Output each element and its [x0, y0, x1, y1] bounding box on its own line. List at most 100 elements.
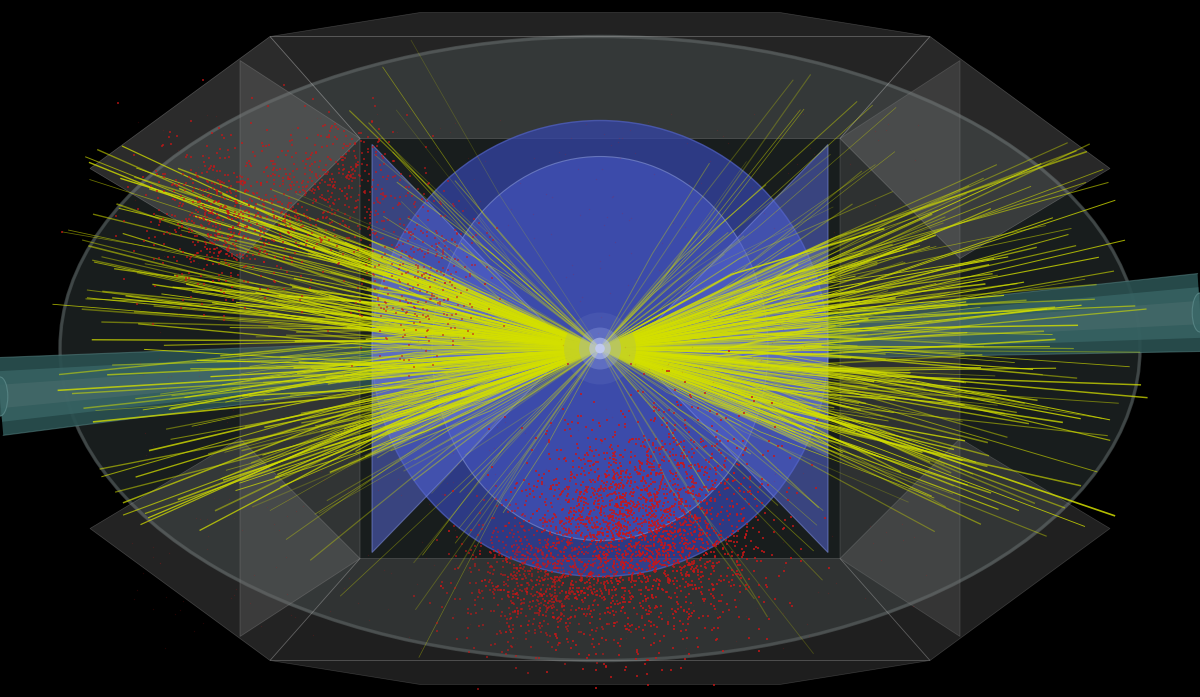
Point — [607, 532, 626, 543]
Point — [368, 273, 388, 284]
Point — [584, 468, 604, 479]
Point — [553, 470, 572, 481]
Point — [578, 553, 598, 565]
Point — [506, 559, 526, 570]
Point — [683, 517, 702, 528]
Point — [542, 571, 562, 582]
Point — [221, 203, 240, 214]
Point — [638, 454, 658, 465]
Point — [588, 404, 607, 415]
Point — [588, 551, 607, 562]
Point — [671, 521, 690, 532]
Point — [468, 554, 487, 565]
Point — [643, 505, 662, 516]
Point — [634, 444, 653, 455]
Point — [553, 569, 572, 581]
Point — [661, 486, 680, 497]
Point — [666, 528, 685, 539]
Point — [750, 516, 769, 528]
Point — [655, 588, 674, 599]
Point — [755, 574, 774, 585]
Point — [673, 519, 692, 530]
Point — [565, 520, 584, 531]
Point — [612, 487, 631, 498]
Point — [203, 160, 222, 171]
Point — [178, 252, 197, 263]
Point — [368, 307, 388, 318]
Point — [737, 496, 756, 507]
Point — [584, 477, 604, 488]
Point — [140, 411, 160, 422]
Point — [551, 625, 570, 636]
Point — [479, 539, 498, 551]
Point — [690, 550, 709, 561]
Point — [640, 394, 659, 405]
Point — [534, 565, 553, 576]
Point — [564, 490, 583, 501]
Point — [581, 558, 600, 569]
Point — [632, 643, 652, 654]
Point — [528, 569, 547, 580]
Point — [230, 173, 250, 184]
Point — [509, 546, 528, 558]
Point — [712, 535, 731, 546]
Point — [686, 494, 706, 505]
Point — [626, 525, 646, 536]
Point — [594, 528, 613, 539]
Point — [604, 467, 623, 478]
Point — [385, 271, 404, 282]
Point — [232, 221, 251, 232]
Point — [652, 537, 671, 549]
Point — [361, 223, 380, 234]
Point — [613, 565, 632, 576]
Point — [552, 618, 571, 629]
Point — [500, 579, 520, 590]
Point — [628, 521, 647, 532]
Point — [300, 204, 319, 215]
Point — [647, 385, 666, 396]
Point — [703, 558, 722, 569]
Point — [506, 521, 526, 532]
Point — [473, 572, 492, 583]
Point — [131, 222, 150, 233]
Point — [448, 202, 467, 213]
Point — [631, 538, 650, 549]
Point — [646, 500, 665, 511]
Point — [250, 261, 269, 273]
Point — [635, 535, 654, 546]
Point — [430, 252, 449, 263]
Point — [547, 587, 566, 598]
Point — [421, 539, 440, 550]
Point — [652, 222, 671, 233]
Point — [413, 243, 432, 254]
Point — [626, 573, 646, 584]
Point — [617, 573, 636, 584]
Point — [696, 501, 715, 512]
Point — [637, 513, 656, 524]
Point — [640, 516, 659, 527]
Point — [728, 588, 748, 599]
Point — [682, 569, 701, 581]
Point — [218, 149, 238, 160]
Point — [610, 539, 629, 551]
Point — [744, 562, 763, 574]
Point — [625, 507, 644, 518]
Point — [499, 162, 518, 174]
Point — [641, 533, 660, 544]
Point — [658, 507, 677, 518]
Point — [449, 537, 468, 548]
Point — [408, 271, 427, 282]
Point — [683, 556, 702, 567]
Point — [606, 507, 625, 519]
Point — [584, 543, 604, 554]
Point — [640, 594, 659, 605]
Point — [532, 484, 551, 496]
Point — [670, 518, 689, 529]
Point — [661, 516, 680, 527]
Point — [700, 536, 719, 547]
Point — [666, 502, 685, 513]
Point — [500, 593, 520, 604]
Point — [571, 539, 590, 550]
Point — [624, 519, 643, 530]
Point — [550, 515, 569, 526]
